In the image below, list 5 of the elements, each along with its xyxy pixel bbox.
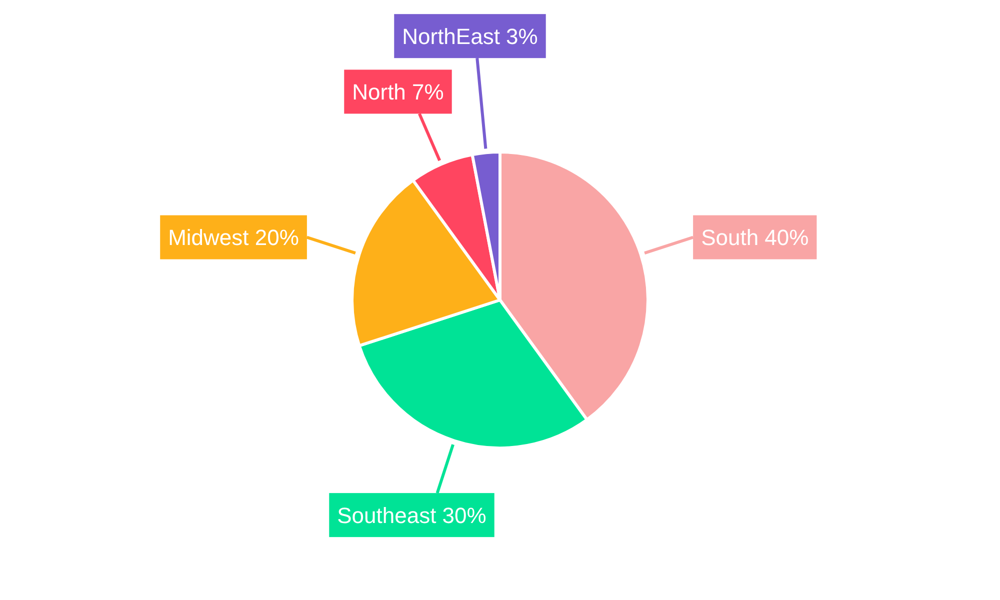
- slice-label: NorthEast 3%: [402, 24, 538, 49]
- slice-label: Southeast 30%: [337, 502, 486, 528]
- slice-label: Midwest 20%: [168, 224, 299, 250]
- slice-label: South 40%: [701, 224, 809, 250]
- slice-label: North 7%: [352, 79, 444, 104]
